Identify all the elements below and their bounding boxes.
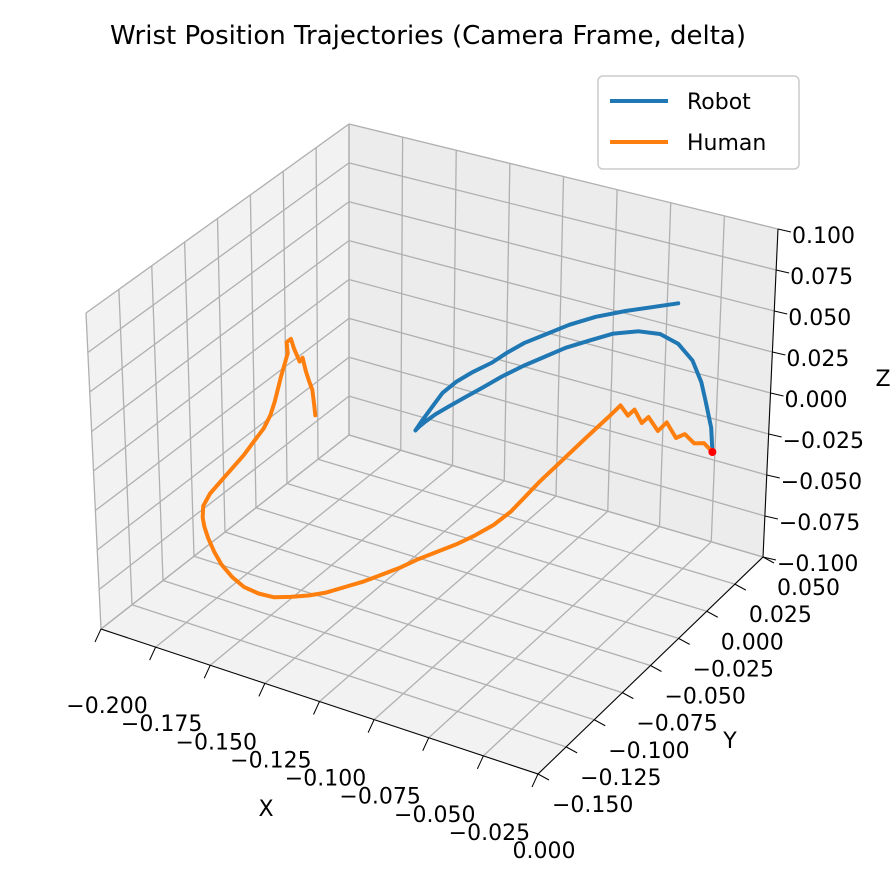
- grid-z-back: [348, 201, 775, 312]
- x-tick: [313, 701, 320, 715]
- y-tick: [594, 719, 606, 727]
- z-tick: [770, 392, 784, 397]
- series-line-robot: [413, 301, 715, 454]
- z-tick-label: −0.100: [777, 552, 858, 577]
- legend: Robot Human: [597, 75, 800, 170]
- z-tick-label: −0.075: [779, 511, 860, 536]
- y-tick: [537, 773, 550, 781]
- x-tick: [94, 628, 102, 643]
- y-tick-label: −0.025: [693, 657, 774, 682]
- grid-y-floor: [286, 482, 707, 612]
- x-tick-label: 0.000: [513, 839, 576, 864]
- y-tick: [734, 583, 747, 591]
- x-tick-label: −0.200: [66, 694, 147, 719]
- z-tick-label: 0.100: [792, 224, 855, 249]
- grid-z-left: [87, 162, 350, 354]
- z-tick: [774, 310, 788, 315]
- grid-y-floor: [348, 434, 764, 558]
- y-tick-label: 0.025: [749, 603, 812, 628]
- grid-y-floor: [224, 531, 651, 667]
- z-tick: [764, 515, 778, 520]
- z-tick-label: −0.050: [781, 470, 862, 495]
- origin-marker: [708, 448, 717, 456]
- x-tick-label: −0.050: [394, 803, 475, 828]
- grid-z-left: [91, 240, 350, 433]
- x-tick-label: −0.125: [230, 748, 311, 773]
- y-tick-label: 0.000: [721, 630, 784, 655]
- grid-z-back: [348, 123, 779, 230]
- x-tick-label: −0.175: [121, 712, 202, 737]
- y-tick: [678, 637, 690, 645]
- grid-x-back: [710, 215, 726, 542]
- y-axis-label: Y: [722, 729, 737, 754]
- x-tick-label: −0.025: [449, 821, 530, 846]
- grid-x-floor: [428, 526, 660, 739]
- grid-y-floor: [255, 507, 679, 639]
- grid-x-back: [607, 189, 618, 512]
- z-tick-label: 0.050: [788, 306, 851, 331]
- z-tick: [777, 228, 792, 233]
- series-line-human: [200, 336, 715, 600]
- x-axis-label: X: [258, 797, 273, 822]
- z-tick: [762, 556, 777, 561]
- z-tick-label: 0.025: [786, 347, 849, 372]
- grid-y-floor: [317, 458, 736, 585]
- y-tick: [622, 692, 634, 700]
- grid-x-back: [658, 202, 672, 527]
- legend-label-robot: Robot: [687, 90, 751, 115]
- x-tick: [476, 755, 484, 770]
- z-axis-label: Z: [875, 367, 890, 392]
- grid-z-left: [89, 201, 350, 393]
- grid-x-floor: [482, 541, 712, 757]
- y-tick: [650, 665, 662, 672]
- z-tick: [772, 351, 786, 356]
- z-tick: [766, 474, 780, 479]
- grid-lines: [85, 123, 779, 775]
- x-tick: [149, 646, 157, 661]
- x-tick: [258, 683, 266, 697]
- grid-z-left: [93, 278, 350, 472]
- chart-title: Wrist Position Trajectories (Camera Fram…: [110, 21, 746, 51]
- axes: −0.200−0.175−0.150−0.125−0.100−0.075−0.0…: [66, 224, 890, 864]
- x-tick-label: −0.075: [339, 785, 420, 810]
- y-tick: [762, 556, 775, 564]
- grid-x-floor: [373, 510, 609, 721]
- x-tick-label: −0.100: [285, 767, 366, 792]
- grid-y-left: [249, 194, 257, 508]
- y-tick-label: −0.075: [636, 712, 717, 737]
- z-tick: [768, 433, 782, 438]
- x-tick: [422, 737, 430, 751]
- y-tick: [706, 610, 718, 618]
- x-tick-label: −0.150: [176, 730, 257, 755]
- z-tick-label: 0.000: [785, 388, 848, 413]
- series-lines: [200, 301, 717, 600]
- y-tick-label: −0.050: [665, 685, 746, 710]
- y-tick-label: −0.125: [580, 766, 661, 791]
- grid-z-back: [348, 278, 771, 394]
- z-tick: [776, 269, 790, 274]
- y-tick-label: 0.050: [777, 576, 840, 601]
- grid-z-left: [85, 123, 350, 314]
- y-tick-label: −0.150: [552, 793, 633, 818]
- z-tick-label: −0.025: [783, 429, 864, 454]
- x-tick: [531, 773, 539, 788]
- y-tick-label: −0.100: [608, 739, 689, 764]
- x-tick: [203, 665, 211, 679]
- y-tick: [565, 746, 578, 754]
- x-tick: [367, 719, 375, 733]
- z-tick-label: 0.075: [790, 265, 853, 290]
- grid-y-left: [282, 171, 288, 484]
- legend-label-human: Human: [687, 131, 766, 156]
- grid-z-back: [348, 239, 773, 353]
- grid-z-back: [348, 162, 777, 271]
- grid-y-left: [315, 147, 319, 460]
